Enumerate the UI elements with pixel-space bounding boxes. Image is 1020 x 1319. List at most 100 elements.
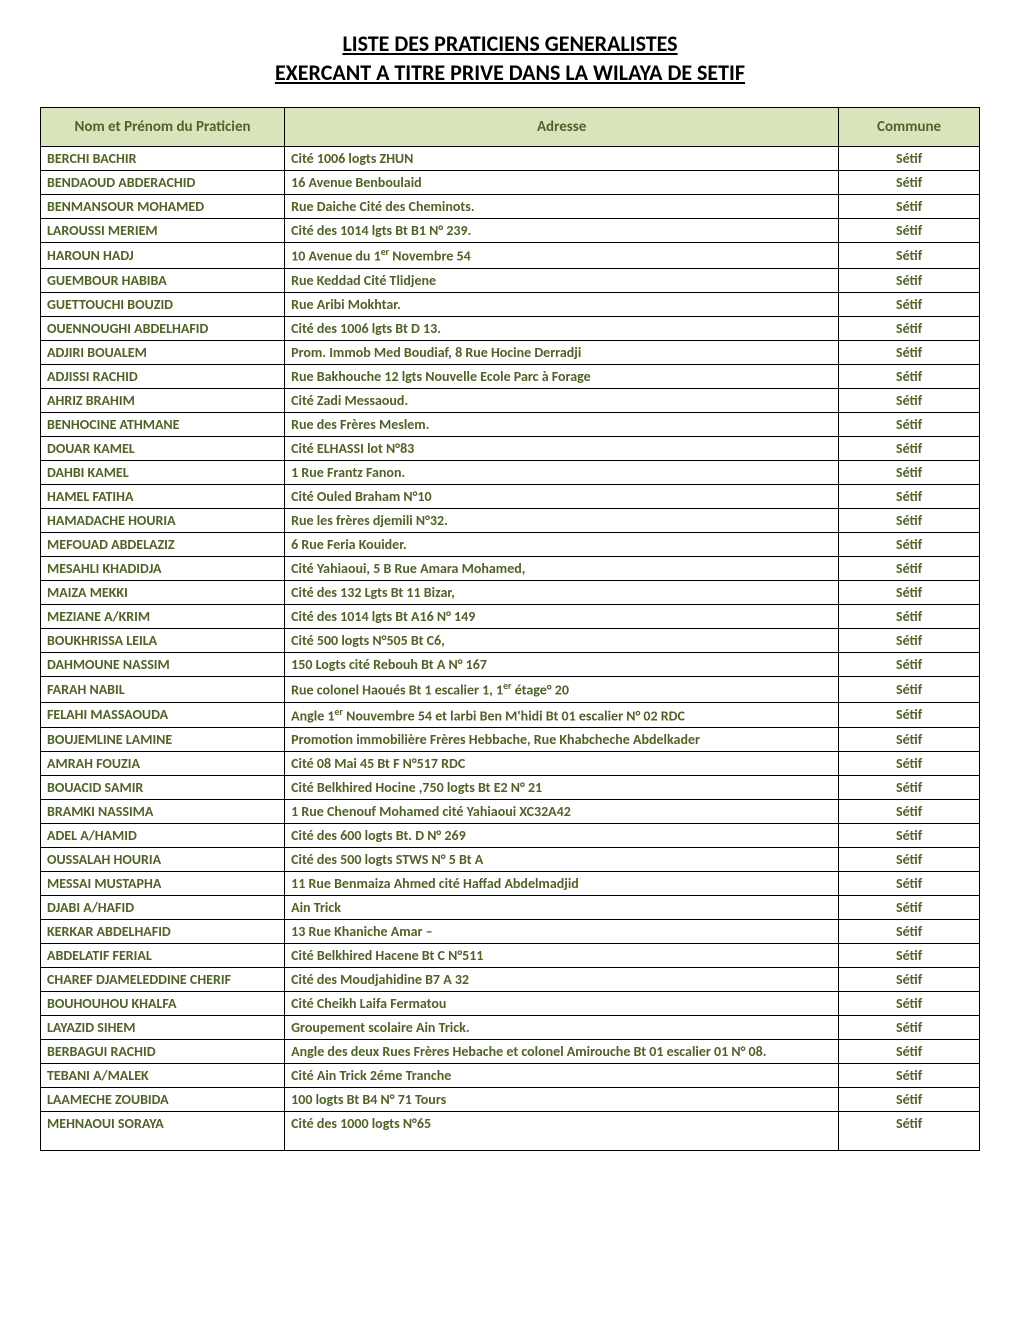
table-row: KERKAR ABDELHAFID13 Rue Khaniche Amar –S… xyxy=(41,920,980,944)
table-row: MESSAI MUSTAPHA11 Rue Benmaiza Ahmed cit… xyxy=(41,872,980,896)
cell-adresse: Cité 08 Mai 45 Bt F N°517 RDC xyxy=(285,752,839,776)
table-row: DOUAR KAMELCité ELHASSI lot N°83Sétif xyxy=(41,436,980,460)
table-row: BERBAGUI RACHIDAngle des deux Rues Frère… xyxy=(41,1040,980,1064)
cell-commune: Sétif xyxy=(839,1088,980,1112)
cell-commune: Sétif xyxy=(839,800,980,824)
cell-commune: Sétif xyxy=(839,580,980,604)
table-row: DAHBI KAMEL1 Rue Frantz Fanon.Sétif xyxy=(41,460,980,484)
cell-name: AMRAH FOUZIA xyxy=(41,752,285,776)
table-row: ADJISSI RACHIDRue Bakhouche 12 lgts Nouv… xyxy=(41,364,980,388)
table-row: HAROUN HADJ10 Avenue du 1er Novembre 54S… xyxy=(41,243,980,269)
cell-name: ADJIRI BOUALEM xyxy=(41,340,285,364)
cell-commune: Sétif xyxy=(839,1112,980,1151)
cell-name: MEHNAOUI SORAYA xyxy=(41,1112,285,1151)
cell-commune: Sétif xyxy=(839,436,980,460)
cell-commune: Sétif xyxy=(839,316,980,340)
cell-adresse: Cité Zadi Messaoud. xyxy=(285,388,839,412)
cell-commune: Sétif xyxy=(839,992,980,1016)
header-adresse: Adresse xyxy=(285,108,839,147)
cell-adresse: Rue Keddad Cité Tlidjene xyxy=(285,268,839,292)
cell-adresse: 1 Rue Chenouf Mohamed cité Yahiaoui XC32… xyxy=(285,800,839,824)
table-row: CHAREF DJAMELEDDINE CHERIFCité des Moudj… xyxy=(41,968,980,992)
cell-adresse: Cité des 132 Lgts Bt 11 Bizar, xyxy=(285,580,839,604)
table-row: MAIZA MEKKICité des 132 Lgts Bt 11 Bizar… xyxy=(41,580,980,604)
cell-name: MESAHLI KHADIDJA xyxy=(41,556,285,580)
cell-adresse: Cité Belkhired Hacene Bt C N°511 xyxy=(285,944,839,968)
header-name: Nom et Prénom du Praticien xyxy=(41,108,285,147)
cell-name: FARAH NABIL xyxy=(41,676,285,702)
table-row: BRAMKI NASSIMA1 Rue Chenouf Mohamed cité… xyxy=(41,800,980,824)
table-row: BOUACID SAMIRCité Belkhired Hocine ,750 … xyxy=(41,776,980,800)
cell-adresse: Cité des 1014 lgts Bt B1 N° 239. xyxy=(285,219,839,243)
cell-commune: Sétif xyxy=(839,652,980,676)
cell-name: HAMADACHE HOURIA xyxy=(41,508,285,532)
table-row: TEBANI A/MALEKCité Ain Trick 2éme Tranch… xyxy=(41,1064,980,1088)
cell-adresse: Angle 1er Nouvembre 54 et larbi Ben M'hi… xyxy=(285,702,839,728)
table-row: ADJIRI BOUALEMProm. Immob Med Boudiaf, 8… xyxy=(41,340,980,364)
table-header-row: Nom et Prénom du Praticien Adresse Commu… xyxy=(41,108,980,147)
table-row: MEFOUAD ABDELAZIZ6 Rue Feria Kouider.Sét… xyxy=(41,532,980,556)
cell-commune: Sétif xyxy=(839,412,980,436)
table-row: BOUHOUHOU KHALFACité Cheikh Laifa Fermat… xyxy=(41,992,980,1016)
cell-commune: Sétif xyxy=(839,628,980,652)
cell-commune: Sétif xyxy=(839,824,980,848)
cell-adresse: 11 Rue Benmaiza Ahmed cité Haffad Abdelm… xyxy=(285,872,839,896)
cell-adresse: 1 Rue Frantz Fanon. xyxy=(285,460,839,484)
cell-adresse: Cité Belkhired Hocine ,750 logts Bt E2 N… xyxy=(285,776,839,800)
table-row: BERCHI BACHIRCité 1006 logts ZHUNSétif xyxy=(41,147,980,171)
cell-adresse: Cité des 1000 logts N°65 xyxy=(285,1112,839,1151)
cell-name: BENMANSOUR MOHAMED xyxy=(41,195,285,219)
cell-commune: Sétif xyxy=(839,171,980,195)
cell-adresse: 150 Logts cité Rebouh Bt A N° 167 xyxy=(285,652,839,676)
cell-adresse: Promotion immobilière Frères Hebbache, R… xyxy=(285,728,839,752)
cell-adresse: Angle des deux Rues Frères Hebache et co… xyxy=(285,1040,839,1064)
table-row: BENHOCINE ATHMANERue des Frères Meslem.S… xyxy=(41,412,980,436)
cell-adresse: 13 Rue Khaniche Amar – xyxy=(285,920,839,944)
cell-commune: Sétif xyxy=(839,460,980,484)
cell-adresse: Rue Aribi Mokhtar. xyxy=(285,292,839,316)
practitioners-table: Nom et Prénom du Praticien Adresse Commu… xyxy=(40,107,980,1151)
cell-adresse: Cité Cheikh Laifa Fermatou xyxy=(285,992,839,1016)
title-line-1: LISTE DES PRATICIENS GENERALISTES xyxy=(40,30,980,59)
table-row: MEZIANE A/KRIM Cité des 1014 lgts Bt A16… xyxy=(41,604,980,628)
table-row: ABDELATIF FERIALCité Belkhired Hacene Bt… xyxy=(41,944,980,968)
cell-commune: Sétif xyxy=(839,752,980,776)
cell-name: OUSSALAH HOURIA xyxy=(41,848,285,872)
cell-adresse: Groupement scolaire Ain Trick. xyxy=(285,1016,839,1040)
cell-name: DJABI A/HAFID xyxy=(41,896,285,920)
cell-name: BOUKHRISSA LEILA xyxy=(41,628,285,652)
table-row: LAROUSSI MERIEMCité des 1014 lgts Bt B1 … xyxy=(41,219,980,243)
cell-commune: Sétif xyxy=(839,604,980,628)
cell-commune: Sétif xyxy=(839,147,980,171)
title-line-2: EXERCANT A TITRE PRIVE DANS LA WILAYA DE… xyxy=(40,59,980,88)
cell-name: BRAMKI NASSIMA xyxy=(41,800,285,824)
cell-adresse: Cité des Moudjahidine B7 A 32 xyxy=(285,968,839,992)
table-row: OUSSALAH HOURIACité des 500 logts STWS N… xyxy=(41,848,980,872)
cell-adresse: Cité 500 logts N°505 Bt C6, xyxy=(285,628,839,652)
cell-adresse: Rue des Frères Meslem. xyxy=(285,412,839,436)
table-row: OUENNOUGHI ABDELHAFIDCité des 1006 lgts … xyxy=(41,316,980,340)
cell-name: DOUAR KAMEL xyxy=(41,436,285,460)
table-body: BERCHI BACHIRCité 1006 logts ZHUNSétifBE… xyxy=(41,147,980,1151)
cell-name: ADJISSI RACHID xyxy=(41,364,285,388)
table-row: AMRAH FOUZIACité 08 Mai 45 Bt F N°517 RD… xyxy=(41,752,980,776)
cell-commune: Sétif xyxy=(839,292,980,316)
cell-name: GUETTOUCHI BOUZID xyxy=(41,292,285,316)
cell-commune: Sétif xyxy=(839,944,980,968)
cell-name: BOUHOUHOU KHALFA xyxy=(41,992,285,1016)
table-row: BENMANSOUR MOHAMEDRue Daiche Cité des Ch… xyxy=(41,195,980,219)
cell-adresse: 100 logts Bt B4 N° 71 Tours xyxy=(285,1088,839,1112)
cell-name: MEFOUAD ABDELAZIZ xyxy=(41,532,285,556)
cell-adresse: Prom. Immob Med Boudiaf, 8 Rue Hocine De… xyxy=(285,340,839,364)
table-row: DJABI A/HAFIDAin TrickSétif xyxy=(41,896,980,920)
cell-name: DAHBI KAMEL xyxy=(41,460,285,484)
cell-commune: Sétif xyxy=(839,219,980,243)
table-row: FARAH NABILRue colonel Haoués Bt 1 escal… xyxy=(41,676,980,702)
cell-commune: Sétif xyxy=(839,702,980,728)
cell-commune: Sétif xyxy=(839,268,980,292)
cell-commune: Sétif xyxy=(839,1040,980,1064)
cell-name: BENHOCINE ATHMANE xyxy=(41,412,285,436)
cell-commune: Sétif xyxy=(839,556,980,580)
cell-name: BERCHI BACHIR xyxy=(41,147,285,171)
cell-commune: Sétif xyxy=(839,388,980,412)
